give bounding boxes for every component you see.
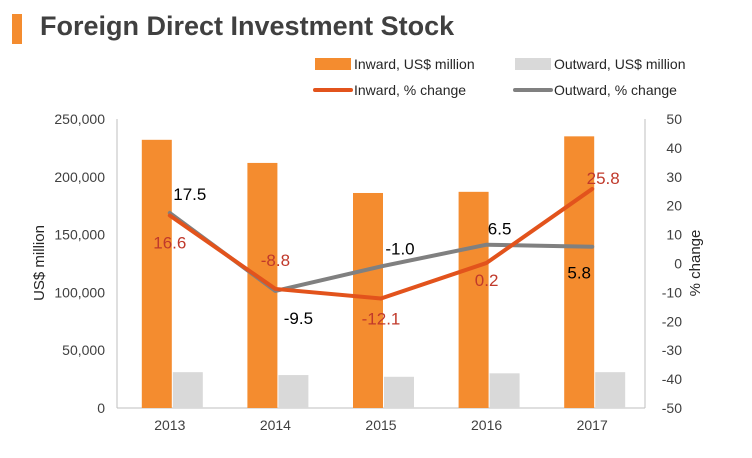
y-tick-label: 100,000: [54, 284, 105, 300]
y2-tick-label: 10: [666, 227, 682, 243]
x-tick-label: 2013: [154, 417, 185, 433]
y2-tick-label: 50: [666, 111, 682, 127]
data-label-outward-change: -1.0: [385, 239, 414, 258]
x-tick-label: 2015: [365, 417, 396, 433]
bar-outward: [384, 376, 414, 408]
y-tick-label: 250,000: [54, 111, 105, 127]
data-label-outward-change: 17.5: [173, 185, 206, 204]
y2-tick-label: -50: [662, 400, 682, 416]
data-label-outward-change: -9.5: [284, 309, 313, 328]
y2-tick-label: -20: [662, 313, 682, 329]
y2-tick-label: 0: [674, 256, 682, 272]
y-tick-label: 0: [97, 400, 105, 416]
y2-tick-label: 20: [666, 198, 682, 214]
y2-tick-label: -10: [662, 284, 682, 300]
x-tick-label: 2016: [471, 417, 502, 433]
data-label-inward-change: 0.2: [475, 271, 499, 290]
data-label-inward-change: -8.8: [261, 251, 290, 270]
y2-tick-label: -30: [662, 342, 682, 358]
legend-label-inward-line: Inward, % change: [354, 82, 466, 98]
data-label-inward-change: 16.6: [153, 234, 186, 253]
bar-inward: [564, 136, 595, 408]
x-tick-label: 2017: [577, 417, 608, 433]
y-axis-title: US$ million: [31, 225, 48, 301]
bar-outward: [278, 375, 309, 408]
data-label-inward-change: -12.1: [362, 309, 401, 328]
chart-title: Foreign Direct Investment Stock: [40, 11, 455, 41]
bar-outward: [489, 373, 520, 408]
legend-label-outward-line: Outward, % change: [554, 82, 677, 98]
data-label-outward-change: 5.8: [567, 264, 591, 283]
bar-inward: [458, 191, 489, 408]
line-inward-change: [167, 186, 595, 301]
title-accent-bar: [12, 14, 22, 44]
legend-swatch-outward-bar: [515, 58, 551, 70]
y2-tick-label: -40: [662, 371, 682, 387]
bar-inward: [353, 192, 383, 408]
bar-outward: [172, 372, 203, 408]
legend-label-inward-bar: Inward, US$ million: [354, 56, 475, 72]
y-tick-label: 200,000: [54, 169, 105, 185]
bar-outward: [595, 372, 626, 408]
legend-label-outward-bar: Outward, US$ million: [554, 56, 686, 72]
bar-inward: [141, 139, 172, 409]
y2-tick-label: 40: [666, 140, 682, 156]
y2-tick-label: 30: [666, 169, 682, 185]
data-label-inward-change: 25.8: [587, 169, 620, 188]
data-label-outward-change: 6.5: [488, 220, 512, 239]
y-tick-label: 50,000: [62, 342, 105, 358]
y-tick-label: 150,000: [54, 227, 105, 243]
x-tick-label: 2014: [260, 417, 291, 433]
legend-swatch-inward-bar: [315, 58, 351, 70]
y2-axis-title: % change: [687, 230, 704, 297]
